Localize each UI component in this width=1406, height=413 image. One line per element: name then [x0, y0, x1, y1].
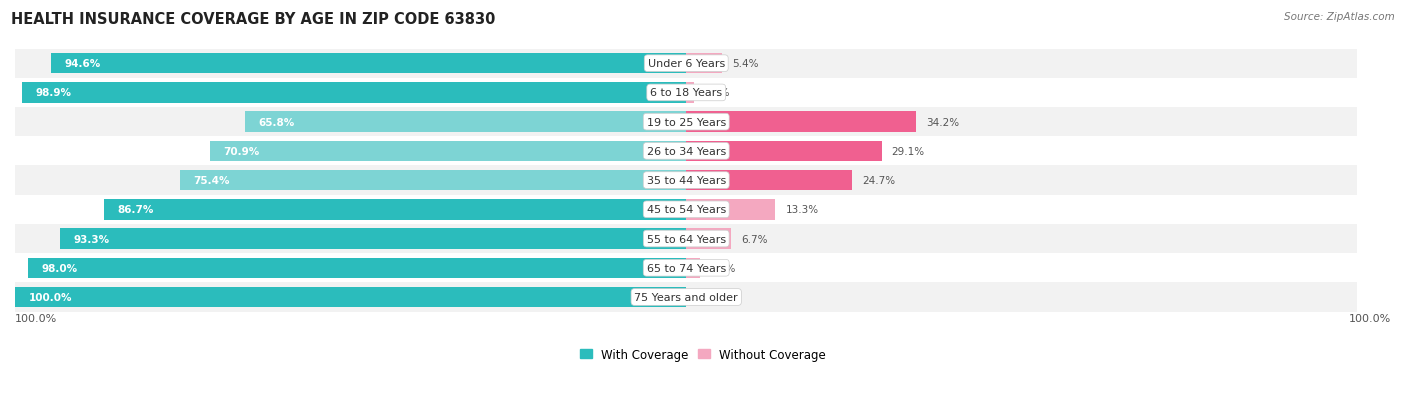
- Text: 55 to 64 Years: 55 to 64 Years: [647, 234, 725, 244]
- Text: 93.3%: 93.3%: [73, 234, 110, 244]
- Text: 26 to 34 Years: 26 to 34 Years: [647, 147, 725, 157]
- Bar: [211, 141, 686, 162]
- Text: 75 Years and older: 75 Years and older: [634, 292, 738, 302]
- Bar: [686, 199, 776, 220]
- Bar: [686, 229, 731, 249]
- Text: 100.0%: 100.0%: [1348, 313, 1391, 323]
- Text: 35 to 44 Years: 35 to 44 Years: [647, 176, 725, 186]
- Text: 6.7%: 6.7%: [741, 234, 768, 244]
- Legend: With Coverage, Without Coverage: With Coverage, Without Coverage: [575, 343, 831, 366]
- Bar: [180, 171, 686, 191]
- Text: 2.0%: 2.0%: [710, 263, 737, 273]
- Bar: [686, 83, 693, 103]
- Bar: [51, 54, 686, 74]
- Text: 0.0%: 0.0%: [696, 292, 723, 302]
- Text: 19 to 25 Years: 19 to 25 Years: [647, 117, 725, 127]
- Text: 34.2%: 34.2%: [925, 117, 959, 127]
- Bar: [686, 171, 852, 191]
- Bar: [15, 195, 1357, 224]
- Text: 5.4%: 5.4%: [733, 59, 759, 69]
- Text: 45 to 54 Years: 45 to 54 Years: [647, 205, 725, 215]
- Text: 86.7%: 86.7%: [118, 205, 155, 215]
- Bar: [15, 108, 1357, 137]
- Bar: [15, 224, 1357, 254]
- Bar: [60, 229, 686, 249]
- Text: 13.3%: 13.3%: [786, 205, 818, 215]
- Text: 75.4%: 75.4%: [194, 176, 231, 186]
- Bar: [15, 283, 1357, 312]
- Text: HEALTH INSURANCE COVERAGE BY AGE IN ZIP CODE 63830: HEALTH INSURANCE COVERAGE BY AGE IN ZIP …: [11, 12, 496, 27]
- Bar: [15, 137, 1357, 166]
- Bar: [15, 166, 1357, 195]
- Bar: [686, 141, 882, 162]
- Text: 100.0%: 100.0%: [28, 292, 72, 302]
- Bar: [686, 54, 723, 74]
- Text: 100.0%: 100.0%: [15, 313, 58, 323]
- Text: 94.6%: 94.6%: [65, 59, 101, 69]
- Text: 1.1%: 1.1%: [703, 88, 730, 98]
- Text: Under 6 Years: Under 6 Years: [648, 59, 725, 69]
- Text: 98.9%: 98.9%: [35, 88, 72, 98]
- Bar: [28, 258, 686, 278]
- Bar: [15, 78, 1357, 108]
- Bar: [15, 287, 686, 308]
- Bar: [22, 83, 686, 103]
- Bar: [686, 258, 700, 278]
- Bar: [104, 199, 686, 220]
- Text: 6 to 18 Years: 6 to 18 Years: [650, 88, 723, 98]
- Bar: [15, 254, 1357, 283]
- Text: 98.0%: 98.0%: [42, 263, 77, 273]
- Bar: [245, 112, 686, 133]
- Text: 65 to 74 Years: 65 to 74 Years: [647, 263, 725, 273]
- Text: Source: ZipAtlas.com: Source: ZipAtlas.com: [1284, 12, 1395, 22]
- Bar: [686, 112, 915, 133]
- Text: 29.1%: 29.1%: [891, 147, 925, 157]
- Text: 65.8%: 65.8%: [257, 117, 294, 127]
- Text: 70.9%: 70.9%: [224, 147, 260, 157]
- Text: 24.7%: 24.7%: [862, 176, 896, 186]
- Bar: [15, 50, 1357, 78]
